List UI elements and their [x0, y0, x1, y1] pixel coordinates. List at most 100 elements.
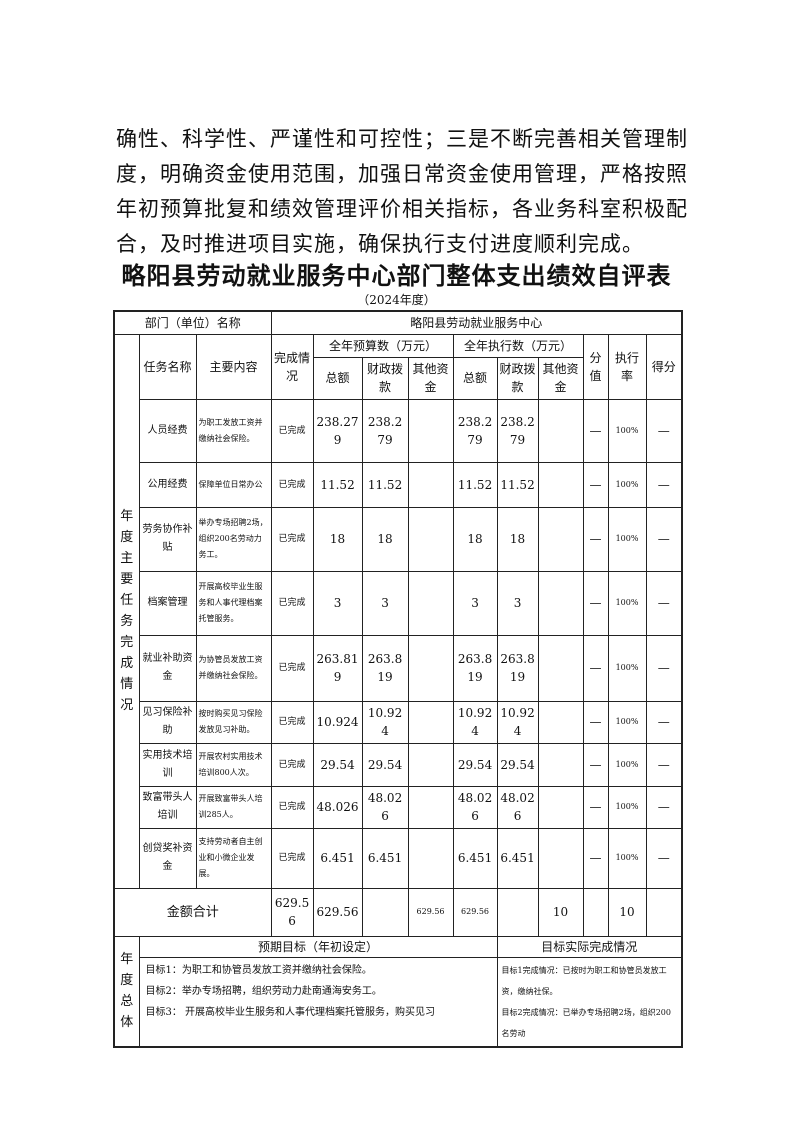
header-exec: 全年执行数（万元）: [452, 333, 584, 358]
paragraph-line: 度，明确资金使用范围，加强日常资金使用管理，严格按照: [116, 162, 688, 186]
table-row: 实用技术培训 开展农村实用技术培训800人次。 已完成 29.54 29.54 29.54…: [114, 742, 683, 787]
goal-header-row: 年度总体 预期目标（年初设定） 目标实际完成情况: [113, 935, 683, 1047]
cell-b-fiscal: 238.279: [361, 398, 409, 463]
goal-item: 目标2：举办专场招聘，组织劳动力赴南通海安务工。: [145, 985, 382, 997]
cell-rate: 100%: [607, 570, 647, 636]
cell-e-other: [537, 570, 584, 636]
body-paragraph: 确性、科学性、严谨性和可控性；三是不断完善相关管理制 度，明确资金使用范围，加强…: [116, 122, 691, 262]
cell-score: —: [645, 785, 683, 829]
cell-rate: 100%: [607, 785, 647, 829]
cell-value: —: [582, 634, 609, 702]
cell-e-total: 263.819: [452, 634, 498, 702]
cell-e-total: 10.924: [452, 700, 498, 744]
dept-value: 略阳县劳动就业服务中心: [270, 310, 683, 335]
cell-e-fiscal: 10.924: [496, 700, 539, 744]
cell-content: 为职工发放工资并缴纳社会保险。: [195, 398, 272, 463]
table-title: 略阳县劳动就业服务中心部门整体支出绩效自评表: [121, 262, 672, 290]
cell-b-total: 11.52: [312, 461, 363, 508]
goal-list: 目标1：为职工和协管员发放工资并缴纳社会保险。 目标2：举办专场招聘，组织劳动力赴…: [138, 956, 498, 1047]
total-rate: [582, 887, 609, 937]
header-exec-rate: 执行率: [607, 333, 647, 400]
cell-task: 人员经费: [138, 398, 197, 463]
header-row: 年度主要任务完成情况 任务名称 主要内容 完成情况 全年预算数（万元） 全年执行…: [113, 333, 683, 889]
cell-rate: 100%: [607, 398, 647, 463]
cell-rate: 100%: [607, 742, 647, 787]
cell-status: 已完成: [270, 570, 314, 636]
header-budget-other: 其他资金: [407, 356, 454, 400]
actual-item: 目标2完成情况：已举办专场招聘2场，组织200名劳动: [501, 1007, 671, 1038]
cell-b-total: 238.279: [312, 398, 363, 463]
goal-item: 目标3： 开展高校毕业生服务和人事代理档案托管服务，购买见习: [145, 1006, 436, 1018]
cell-b-total: 10.924: [312, 700, 363, 744]
cell-value: —: [582, 785, 609, 829]
header-score: 得分: [645, 333, 683, 400]
cell-status: 已完成: [270, 461, 314, 508]
cell-b-total: 3: [312, 570, 363, 636]
cell-e-total: 238.279: [452, 398, 498, 463]
cell-status: 已完成: [270, 506, 314, 572]
cell-score: —: [645, 570, 683, 636]
cell-task: 实用技术培训: [138, 742, 197, 787]
cell-score: —: [645, 398, 683, 463]
dept-label: 部门（单位）名称: [113, 310, 272, 335]
table-row: 劳务协作补贴 举办专场招聘2场，组织200名劳动力务工。 已完成 18 18 18 18—1…: [114, 506, 683, 572]
cell-b-total: 263.819: [312, 634, 363, 702]
table-row: 档案管理 开展高校毕业生服务和人事代理档案托管服务。 已完成 3 3 3 3—100% —: [114, 570, 683, 636]
header-budget-fiscal: 财政拨款: [361, 356, 409, 400]
table-row: 人员经费 为职工发放工资并缴纳社会保险。 已完成 238.279 238.279 238.…: [114, 398, 683, 463]
cell-rate: 100%: [607, 827, 647, 889]
goal-item: 目标1：为职工和协管员发放工资并缴纳社会保险。: [145, 964, 372, 976]
cell-value: —: [582, 398, 609, 463]
cell-b-other: [407, 506, 454, 572]
total-label: 金额合计: [113, 887, 272, 937]
dept-row: 部门（单位）名称 略阳县劳动就业服务中心: [113, 310, 683, 335]
cell-value: —: [582, 742, 609, 787]
cell-e-total: 18: [452, 506, 498, 572]
performance-table: 部门（单位）名称 略阳县劳动就业服务中心 年度主要任务完成情况 任务名称 主要内…: [113, 310, 684, 1048]
cell-e-total: 3: [452, 570, 498, 636]
total-value: 10: [537, 887, 584, 937]
header-content: 主要内容: [195, 333, 272, 400]
total-b-fiscal: 629.56: [312, 887, 363, 937]
cell-e-fiscal: 263.819: [496, 634, 539, 702]
cell-e-fiscal: 11.52: [496, 461, 539, 508]
cell-rate: 100%: [607, 461, 647, 508]
header-task: 任务名称: [138, 333, 197, 400]
cell-e-other: [537, 700, 584, 744]
cell-e-other: [537, 398, 584, 463]
header-exec-total: 总额: [452, 356, 498, 400]
cell-status: 已完成: [270, 827, 314, 889]
cell-e-total: 29.54: [452, 742, 498, 787]
table-row: 见习保险补助 按时购买见习保险发放见习补助。 已完成 10.924 10.924 10.9…: [114, 700, 683, 744]
cell-b-total: 6.451: [312, 827, 363, 889]
cell-task: 公用经费: [138, 461, 197, 508]
total-e-other: [496, 887, 539, 937]
cell-content: 开展农村实用技术培训800人次。: [195, 742, 272, 787]
cell-e-fiscal: 18: [496, 506, 539, 572]
header-exec-fiscal: 财政拨款: [496, 356, 539, 400]
cell-content: 为协管员发放工资并缴纳社会保险。: [195, 634, 272, 702]
cell-content: 按时购买见习保险发放见习补助。: [195, 700, 272, 744]
cell-b-fiscal: 18: [361, 506, 409, 572]
total-b-other: [361, 887, 409, 937]
cell-value: —: [582, 700, 609, 744]
overall-label: 年度总体: [113, 935, 140, 1047]
cell-b-total: 29.54: [312, 742, 363, 787]
cell-b-total: 18: [312, 506, 363, 572]
total-e-fiscal: 629.56: [452, 887, 498, 937]
cell-score: —: [645, 700, 683, 744]
cell-rate: 100%: [607, 506, 647, 572]
cell-e-fiscal: 238.279: [496, 398, 539, 463]
cell-b-fiscal: 48.026: [361, 785, 409, 829]
cell-task: 就业补助资金: [138, 634, 197, 702]
subheader-row: 总额 财政拨款 其他资金 总额 财政拨款 其他资金: [114, 356, 682, 400]
cell-e-other: [537, 742, 584, 787]
goal-header: 预期目标（年初设定）: [138, 935, 498, 958]
cell-b-fiscal: 10.924: [361, 700, 409, 744]
cell-status: 已完成: [270, 398, 314, 463]
cell-b-total: 48.026: [312, 785, 363, 829]
cell-content: 开展高校毕业生服务和人事代理档案托管服务。: [195, 570, 272, 636]
cell-value: —: [582, 461, 609, 508]
cell-e-fiscal: 29.54: [496, 742, 539, 787]
total-b-total: 629.56: [270, 887, 314, 937]
